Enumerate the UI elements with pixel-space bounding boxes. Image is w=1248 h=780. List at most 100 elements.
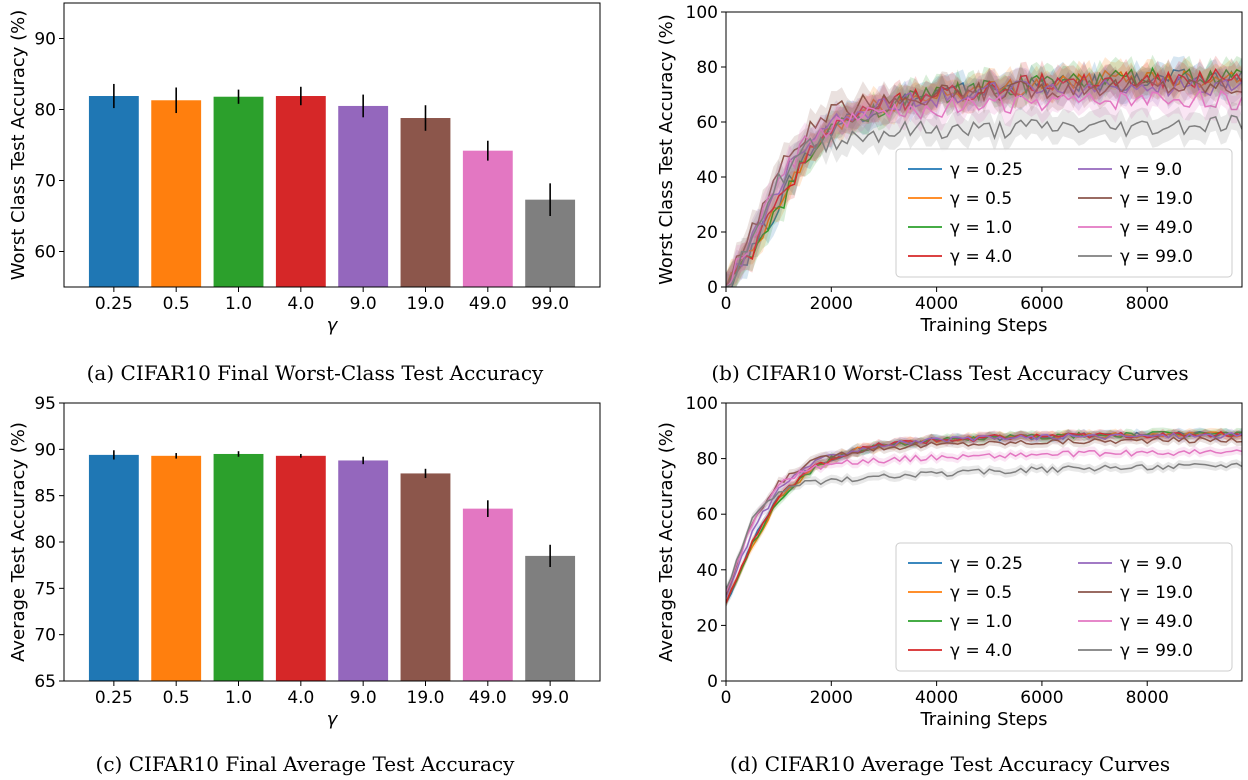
bar	[400, 473, 451, 681]
y-tick-label: 100	[686, 394, 718, 414]
y-tick-label: 60	[696, 505, 718, 525]
bar	[88, 96, 139, 287]
y-tick-label: 80	[696, 450, 718, 470]
legend-label: γ = 19.0	[1120, 189, 1193, 209]
x-tick-label: 4000	[915, 688, 958, 708]
x-axis-label: γ	[327, 315, 339, 336]
x-axis-label: Training Steps	[919, 709, 1047, 730]
y-tick-label: 20	[696, 223, 718, 243]
x-tick-label: 1.0	[225, 294, 252, 314]
x-tick-label: 19.0	[407, 688, 445, 708]
bar	[88, 454, 139, 681]
legend-label: γ = 9.0	[1120, 554, 1182, 574]
legend-label: γ = 0.5	[950, 189, 1012, 209]
y-tick-label: 100	[686, 3, 718, 23]
bar	[151, 100, 202, 288]
y-axis-label: Average Test Accuracy (%)	[8, 422, 29, 662]
series-line	[726, 431, 1242, 598]
legend-label: γ = 4.0	[950, 641, 1012, 661]
bar	[275, 96, 326, 287]
bar	[462, 150, 513, 287]
legend-label: γ = 19.0	[1120, 583, 1193, 603]
series-line	[726, 66, 1242, 287]
series-band	[726, 55, 1242, 287]
y-tick-label: 70	[34, 172, 56, 192]
legend-label: γ = 0.25	[950, 554, 1023, 574]
bar	[338, 105, 389, 287]
legend-label: γ = 0.25	[950, 160, 1023, 180]
bar	[462, 508, 513, 681]
series-band	[726, 101, 1242, 287]
x-tick-label: 4000	[915, 294, 958, 314]
x-tick-label: 4.0	[287, 688, 314, 708]
caption-a: (a) CIFAR10 Final Worst-Class Test Accur…	[87, 361, 544, 385]
y-axis-label: Worst Class Test Accuracy (%)	[656, 14, 677, 285]
x-tick-label: 9.0	[350, 294, 377, 314]
series-line	[726, 67, 1242, 287]
series-band	[726, 63, 1242, 287]
y-tick-label: 90	[34, 440, 56, 460]
y-axis-label: Worst Class Test Accuracy (%)	[8, 10, 29, 281]
y-tick-label: 40	[696, 561, 718, 581]
legend-label: γ = 4.0	[950, 247, 1012, 267]
bar	[275, 455, 326, 681]
plot-area	[726, 54, 1242, 287]
x-tick-label: 99.0	[531, 294, 569, 314]
y-tick-label: 80	[34, 101, 56, 121]
caption-c: (c) CIFAR10 Final Average Test Accuracy	[96, 752, 516, 776]
x-tick-label: 99.0	[531, 688, 569, 708]
legend-label: γ = 49.0	[1120, 218, 1193, 238]
y-tick-label: 75	[34, 579, 56, 599]
legend: γ = 0.25 γ = 0.5 γ = 1.0 γ = 4.0 γ = 9.0 γ = …	[895, 148, 1233, 278]
y-axis-label: Average Test Accuracy (%)	[656, 422, 677, 662]
axes-frame	[725, 11, 1243, 288]
y-tick-label: 80	[696, 58, 718, 78]
y-tick-label: 90	[34, 30, 56, 50]
axes-frame	[63, 2, 601, 288]
legend-label: γ = 9.0	[1120, 160, 1182, 180]
legend-label: γ = 49.0	[1120, 612, 1193, 632]
y-tick-label: 65	[34, 672, 56, 692]
legend: γ = 0.25 γ = 0.5 γ = 1.0 γ = 4.0 γ = 9.0 γ = …	[895, 542, 1233, 672]
y-tick-label: 40	[696, 168, 718, 188]
x-tick-label: 0.5	[163, 688, 190, 708]
bar	[213, 453, 264, 681]
legend-label: γ = 1.0	[950, 218, 1012, 238]
caption-d: (d) CIFAR10 Average Test Accuracy Curves	[730, 752, 1170, 776]
bar	[338, 460, 389, 681]
x-tick-label: 19.0	[407, 294, 445, 314]
bar	[213, 96, 264, 287]
x-tick-label: 8000	[1126, 294, 1169, 314]
plot-area	[726, 427, 1242, 608]
x-tick-label: 6000	[1020, 688, 1063, 708]
axes-frame	[63, 402, 601, 682]
legend-label: γ = 0.5	[950, 583, 1012, 603]
bar	[525, 555, 576, 681]
series-line	[726, 462, 1242, 590]
x-tick-label: 2000	[810, 688, 853, 708]
x-axis-label: Training Steps	[919, 315, 1047, 336]
x-tick-label: 0	[721, 294, 732, 314]
x-tick-label: 0.25	[95, 294, 133, 314]
legend-box	[895, 542, 1233, 672]
y-tick-label: 95	[34, 394, 56, 414]
y-tick-label: 80	[34, 533, 56, 553]
series-band	[726, 57, 1242, 287]
legend-label: γ = 1.0	[950, 612, 1012, 632]
x-tick-label: 6000	[1020, 294, 1063, 314]
y-tick-label: 60	[34, 243, 56, 263]
x-tick-label: 9.0	[350, 688, 377, 708]
y-tick-label: 0	[707, 672, 718, 692]
x-axis-label: γ	[327, 709, 339, 730]
series-line	[726, 76, 1242, 287]
series-band	[726, 76, 1242, 287]
y-tick-label: 70	[34, 626, 56, 646]
x-tick-label: 49.0	[469, 294, 507, 314]
bar	[400, 118, 451, 288]
series-line	[726, 436, 1242, 596]
legend-label: γ = 99.0	[1120, 247, 1193, 267]
y-tick-label: 85	[34, 487, 56, 507]
x-tick-label: 4.0	[287, 294, 314, 314]
y-tick-label: 0	[707, 278, 718, 298]
